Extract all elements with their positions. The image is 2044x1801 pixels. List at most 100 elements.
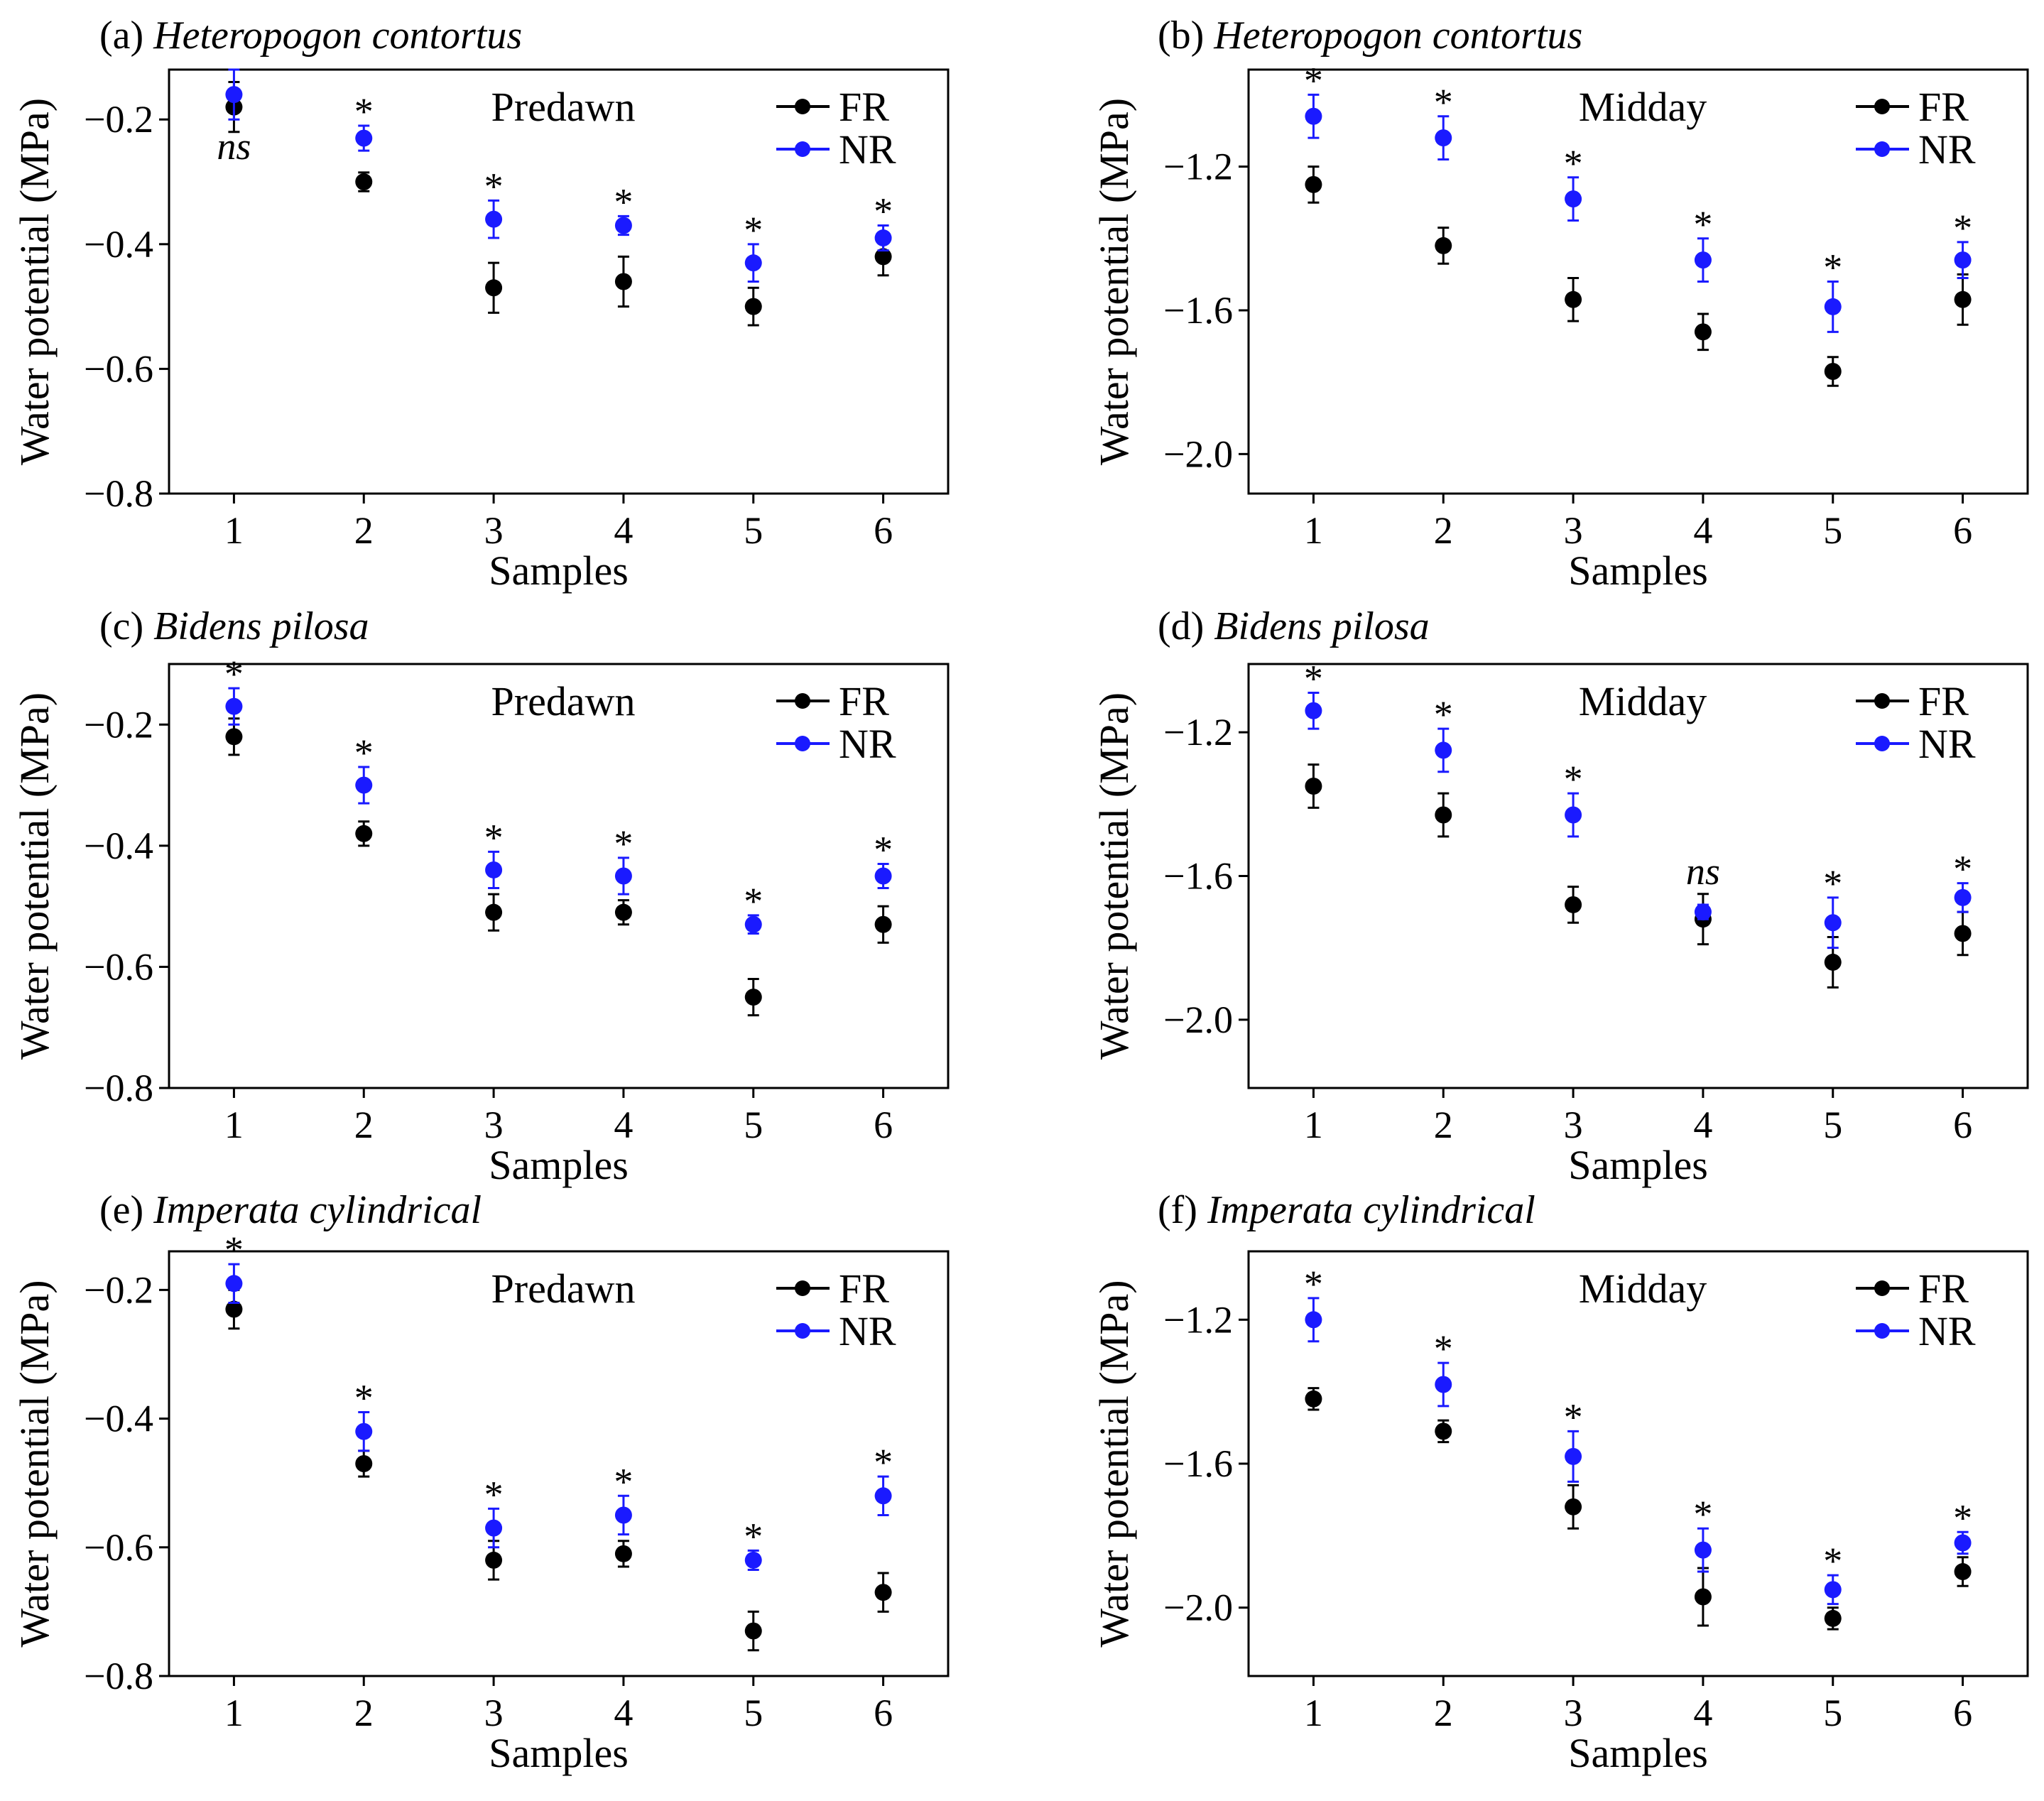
data-point-nr bbox=[744, 915, 762, 933]
significance-marker: * bbox=[1823, 1540, 1842, 1582]
y-tick-label: −1.6 bbox=[1163, 855, 1233, 898]
legend-label-fr: FR bbox=[1918, 84, 1969, 130]
x-tick-label: 6 bbox=[1953, 509, 1972, 552]
x-tick-label: 1 bbox=[224, 1104, 244, 1146]
data-point-nr bbox=[225, 86, 243, 104]
legend-marker-fr bbox=[795, 99, 810, 114]
legend-label-fr: FR bbox=[1918, 678, 1969, 724]
significance-marker: * bbox=[1434, 81, 1453, 124]
legend-label-nr: NR bbox=[839, 721, 896, 767]
x-tick-label: 2 bbox=[354, 509, 374, 552]
legend-marker-nr bbox=[1874, 736, 1890, 751]
significance-marker: * bbox=[1823, 862, 1842, 905]
data-point-nr bbox=[874, 229, 892, 247]
legend-marker-nr bbox=[1874, 141, 1890, 157]
data-point-nr bbox=[1305, 702, 1322, 719]
legend-label-fr: FR bbox=[1918, 1266, 1969, 1312]
data-point-fr bbox=[1694, 323, 1712, 341]
x-tick-label: 4 bbox=[614, 1104, 633, 1146]
panel-d: (d) Bidens pilosa −1.2 −1.6 −2.0 1 2 3 4 5 6 Sampl… bbox=[1091, 604, 2029, 1188]
y-axis-title: Water potential (MPa) bbox=[1091, 692, 1137, 1060]
y-tick-label: −1.6 bbox=[1163, 1442, 1233, 1485]
data-point-fr bbox=[1305, 1390, 1322, 1408]
legend-marker-nr bbox=[795, 736, 810, 751]
x-tick-label: 5 bbox=[1823, 509, 1842, 552]
data-point-fr bbox=[744, 1622, 762, 1640]
x-tick-label: 5 bbox=[744, 1692, 763, 1734]
species-name: Heteropogon contortus bbox=[1213, 13, 1582, 58]
period-label: Predawn bbox=[491, 678, 636, 724]
significance-marker: * bbox=[1953, 207, 1972, 249]
data-point-nr bbox=[225, 1275, 243, 1293]
data-point-fr bbox=[1694, 1588, 1712, 1606]
data-point-nr bbox=[1824, 298, 1842, 315]
plot-frame bbox=[168, 1250, 950, 1677]
panel-title: (f) Imperata cylindrical bbox=[1158, 1188, 1535, 1232]
significance-marker: ns bbox=[1686, 850, 1720, 893]
data-point-fr bbox=[744, 989, 762, 1006]
x-tick-label: 4 bbox=[614, 509, 633, 552]
x-axis-title: Samples bbox=[1568, 548, 1708, 594]
plot-frame bbox=[168, 663, 950, 1089]
x-tick-label: 5 bbox=[1823, 1104, 1842, 1146]
data-point-nr bbox=[485, 210, 503, 228]
panel-label: (d) bbox=[1158, 604, 1214, 648]
data-point-nr bbox=[874, 867, 892, 885]
significance-marker: * bbox=[744, 209, 763, 251]
plot-frame bbox=[1247, 663, 2029, 1089]
y-axis-title: Water potential (MPa) bbox=[11, 692, 58, 1060]
data-point-fr bbox=[1435, 236, 1452, 254]
legend-label-nr: NR bbox=[1918, 721, 1976, 767]
data-point-nr bbox=[485, 1519, 503, 1537]
data-point-fr bbox=[1565, 290, 1582, 308]
data-point-nr bbox=[614, 217, 632, 234]
data-point-fr bbox=[1435, 1422, 1452, 1440]
data-point-nr bbox=[1565, 806, 1582, 824]
panel-e: (e) Imperata cylindrical−0.2−0.4−0.6−0.8… bbox=[11, 1188, 950, 1776]
y-tick-label: −0.8 bbox=[84, 472, 153, 515]
data-point-fr bbox=[1954, 1563, 1972, 1581]
y-axis-title: Water potential (MPa) bbox=[1091, 1280, 1137, 1647]
x-tick-label: 4 bbox=[1693, 1104, 1712, 1146]
data-point-fr bbox=[1824, 953, 1842, 971]
panel-label: (b) bbox=[1158, 13, 1214, 58]
significance-marker: * bbox=[1564, 1395, 1583, 1438]
y-tick-label: −2.0 bbox=[1163, 999, 1233, 1041]
data-point-fr bbox=[1305, 778, 1322, 795]
data-point-nr bbox=[1694, 903, 1712, 921]
x-axis-title: Samples bbox=[489, 1142, 629, 1188]
y-axis-title: Water potential (MPa) bbox=[1091, 98, 1137, 465]
significance-marker: * bbox=[224, 1229, 244, 1271]
legend-label-fr: FR bbox=[839, 84, 889, 130]
x-tick-label: 4 bbox=[1693, 509, 1712, 552]
data-point-nr bbox=[1435, 129, 1452, 147]
significance-marker: * bbox=[354, 1377, 374, 1420]
legend-marker-nr bbox=[795, 141, 810, 157]
data-point-fr bbox=[485, 279, 503, 297]
x-tick-label: 6 bbox=[1953, 1692, 1972, 1734]
y-tick-label: −1.2 bbox=[1163, 711, 1233, 753]
panel-title: (b) Heteropogon contortus bbox=[1158, 13, 1582, 58]
x-tick-label: 5 bbox=[1823, 1692, 1842, 1734]
y-tick-label: −0.6 bbox=[84, 347, 153, 390]
significance-marker: * bbox=[744, 1515, 763, 1557]
x-tick-label: 1 bbox=[224, 509, 244, 552]
y-tick-label: −0.4 bbox=[84, 1398, 153, 1440]
significance-marker: * bbox=[354, 90, 374, 133]
species-name: Bidens pilosa bbox=[153, 604, 369, 648]
significance-marker: * bbox=[874, 828, 893, 871]
period-label: Midday bbox=[1579, 678, 1707, 724]
significance-marker: * bbox=[484, 1473, 504, 1516]
significance-marker: * bbox=[744, 880, 763, 923]
legend-marker-fr bbox=[795, 693, 810, 709]
significance-marker: * bbox=[1304, 657, 1323, 700]
period-label: Predawn bbox=[491, 1266, 636, 1312]
panel-label: (e) bbox=[99, 1188, 153, 1232]
legend-label-nr: NR bbox=[1918, 1308, 1976, 1354]
y-tick-label: −0.2 bbox=[84, 98, 153, 141]
data-point-fr bbox=[485, 903, 503, 921]
x-tick-label: 6 bbox=[874, 509, 893, 552]
y-tick-label: −1.2 bbox=[1163, 1298, 1233, 1341]
panel-f: (f) Imperata cylindrical −1.2 −1.6 −2.0 1 2 3 4… bbox=[1091, 1188, 2029, 1776]
